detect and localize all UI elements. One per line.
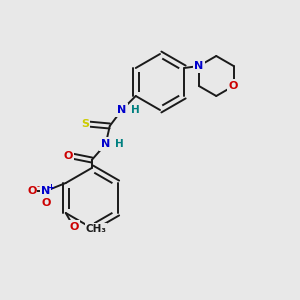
Text: -: - bbox=[36, 182, 39, 191]
Text: N: N bbox=[101, 139, 110, 149]
Text: N: N bbox=[194, 61, 204, 71]
Text: S: S bbox=[81, 119, 89, 129]
Text: O: O bbox=[41, 198, 50, 208]
Text: +: + bbox=[47, 182, 54, 191]
Text: O: O bbox=[63, 151, 72, 161]
Text: N: N bbox=[41, 186, 50, 196]
Text: N: N bbox=[117, 105, 126, 115]
Text: H: H bbox=[115, 139, 124, 149]
Text: CH₃: CH₃ bbox=[86, 224, 107, 234]
Text: O: O bbox=[69, 222, 79, 232]
Text: H: H bbox=[131, 105, 140, 115]
Text: O: O bbox=[27, 186, 37, 196]
Text: O: O bbox=[229, 81, 238, 91]
